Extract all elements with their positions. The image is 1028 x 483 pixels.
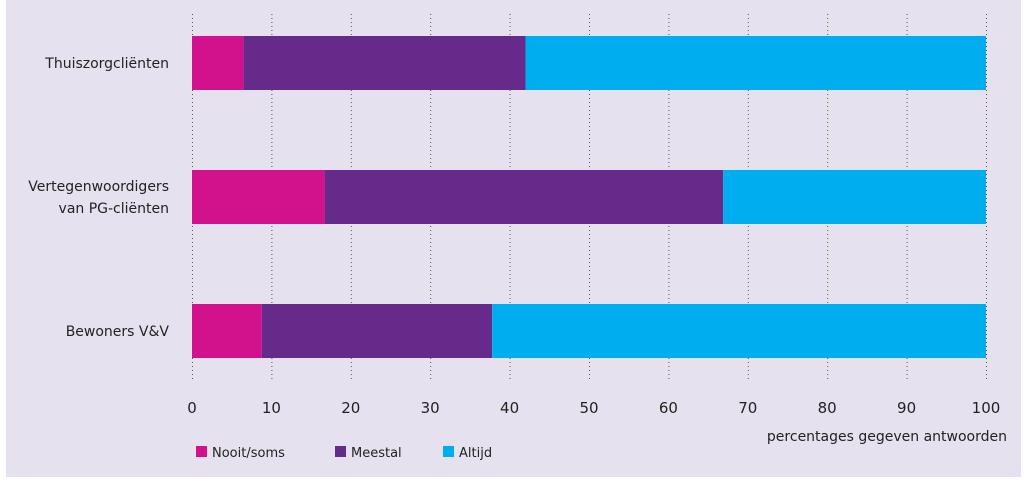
x-tick-0: 0 — [187, 399, 197, 417]
x-tick-40: 40 — [500, 399, 519, 417]
x-axis-label: percentages gegeven antwoorden — [767, 429, 1007, 445]
legend: Nooit/soms Meestal Altijd — [196, 446, 492, 461]
bar-nooit-soms-3 — [192, 304, 262, 358]
x-tick-50: 50 — [579, 399, 598, 417]
legend-label-nooit-soms: Nooit/soms — [212, 446, 285, 461]
bar-nooit-soms-2 — [192, 170, 325, 224]
category-label-2-line-2: van PG-cliënten — [59, 201, 169, 217]
bar-nooit-soms-1 — [192, 36, 244, 90]
x-tick-labels: 0 10 20 30 40 50 60 70 80 90 100 — [187, 399, 1000, 417]
category-label-2-line-1: Vertegenwoordigers — [28, 179, 169, 195]
category-label-3: Bewoners V&V — [66, 324, 170, 340]
bars — [192, 36, 986, 358]
category-label-1: Thuiszorgcliënten — [44, 56, 169, 72]
x-tick-30: 30 — [421, 399, 440, 417]
x-tick-20: 20 — [341, 399, 360, 417]
legend-label-altijd: Altijd — [459, 446, 492, 461]
bar-meestal-3 — [261, 304, 493, 358]
bar-altijd-2 — [723, 170, 986, 224]
x-tick-70: 70 — [738, 399, 757, 417]
x-tick-10: 10 — [262, 399, 281, 417]
legend-swatch-altijd — [443, 446, 454, 457]
bar-altijd-3 — [492, 304, 986, 358]
legend-label-meestal: Meestal — [351, 446, 402, 461]
x-tick-90: 90 — [897, 399, 916, 417]
x-tick-60: 60 — [659, 399, 678, 417]
x-tick-100: 100 — [972, 399, 1001, 417]
bar-meestal-1 — [243, 36, 526, 90]
category-labels: Thuiszorgcliënten Vertegenwoordigers van P… — [28, 56, 169, 340]
legend-swatch-nooit-soms — [196, 446, 207, 457]
x-tick-80: 80 — [818, 399, 837, 417]
bar-meestal-2 — [324, 170, 724, 224]
bar-altijd-1 — [525, 36, 986, 90]
legend-swatch-meestal — [335, 446, 346, 457]
